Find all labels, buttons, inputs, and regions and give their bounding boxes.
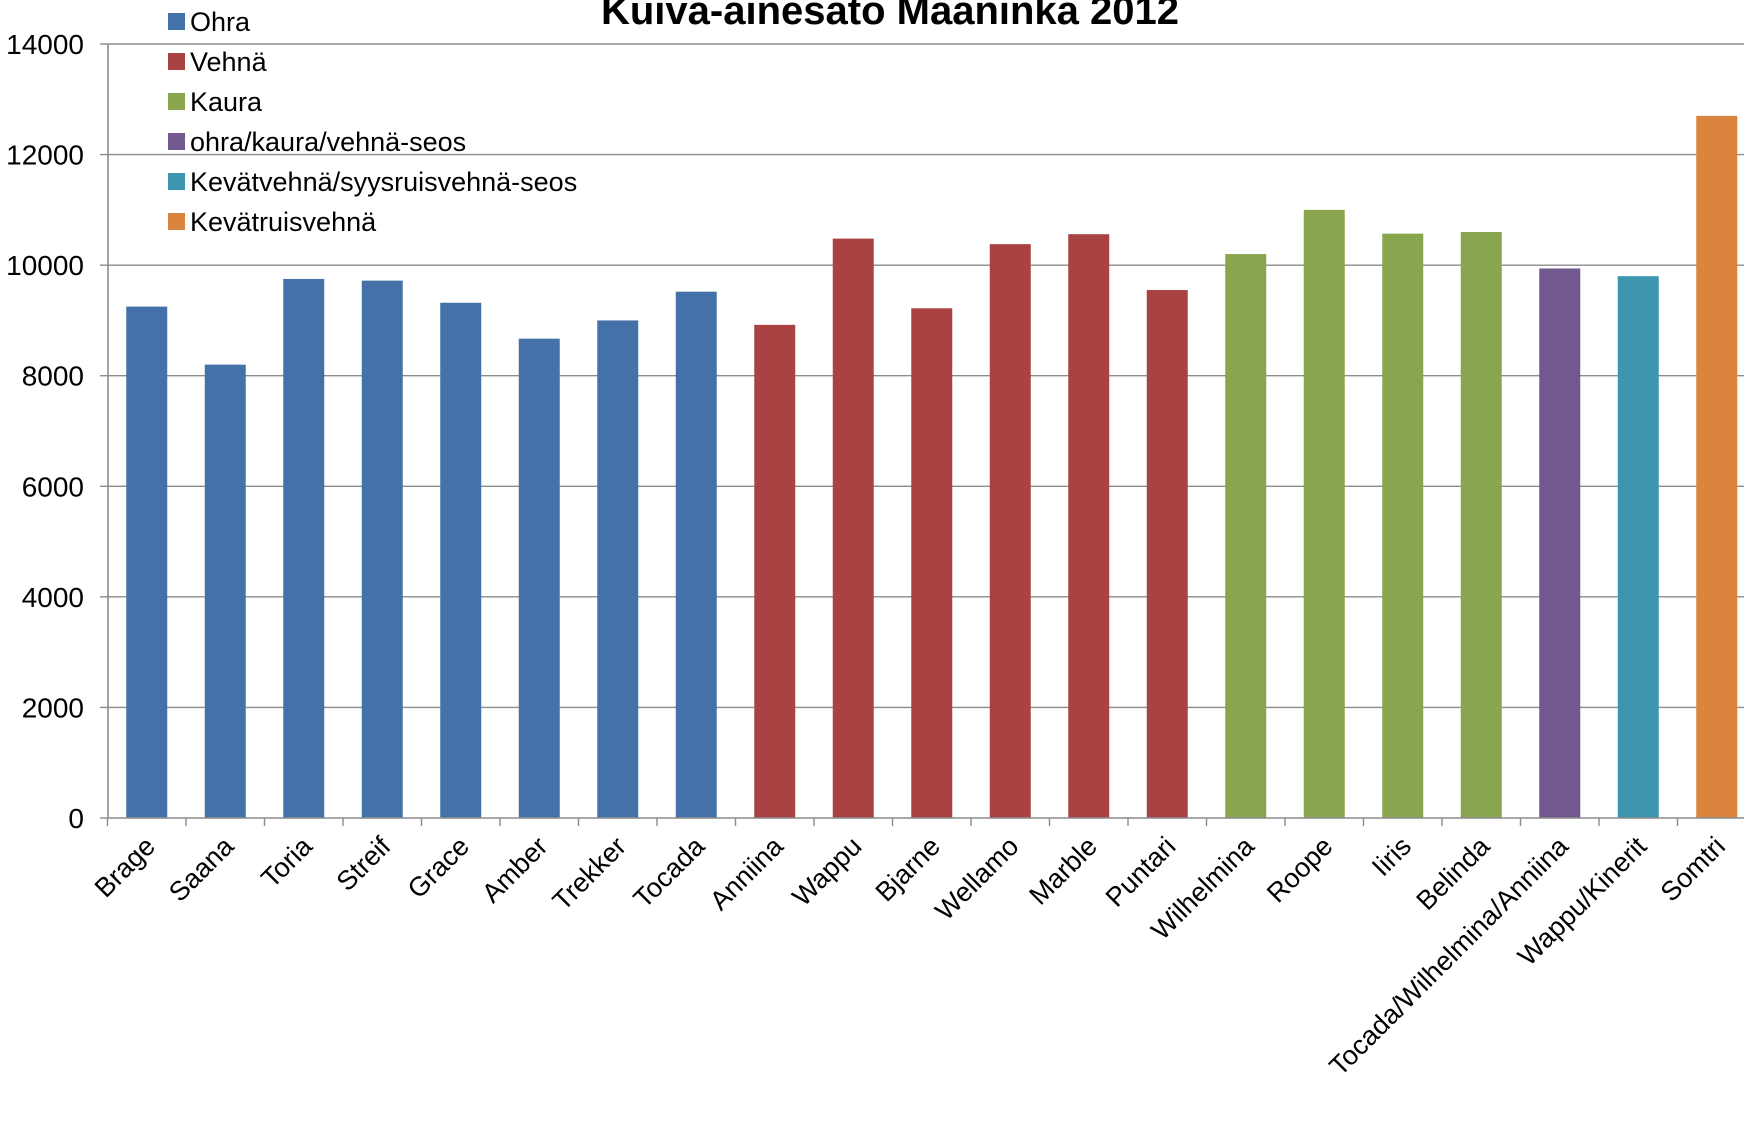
x-tick-label: Marble [1023, 831, 1103, 911]
legend-label: Vehnä [190, 47, 268, 77]
legend-label: Kevätvehnä/syysruisvehnä-seos [190, 167, 577, 197]
x-tick-label: Tocada [628, 830, 711, 913]
x-tick-label: Trekker [547, 831, 632, 916]
legend: Ohra Vehnä Kaura ohra/kaura/vehnä-seos Kevät… [168, 7, 577, 237]
x-tick-label: Roope [1261, 831, 1338, 908]
legend-swatch [168, 53, 185, 70]
y-tick-label: 6000 [22, 471, 84, 502]
legend-swatch [168, 13, 185, 30]
bar [1460, 231, 1502, 818]
y-tick-label: 14000 [6, 29, 84, 60]
bars [126, 115, 1738, 819]
axes [100, 43, 1744, 826]
bar [1696, 115, 1738, 818]
bar [911, 308, 953, 818]
bar [989, 244, 1031, 819]
x-tick-labels: Brage Saana Toria Streif Grace AmberTrekkerTo… [89, 830, 1731, 1081]
y-tick-label: 2000 [22, 692, 84, 723]
bar [440, 302, 482, 818]
bar [1225, 254, 1267, 819]
x-tick-label: Anniina [704, 830, 790, 916]
legend-swatch [168, 133, 185, 150]
y-tick-label: 0 [68, 803, 84, 834]
x-tick-label: Somtri [1655, 831, 1731, 907]
bar [1617, 276, 1659, 818]
legend-label: Ohra [190, 7, 251, 37]
chart-title: Kuiva-ainesato Maaninka 2012 [601, 0, 1179, 33]
legend-label: Kaura [190, 87, 263, 117]
x-tick-label: Iiris [1366, 831, 1417, 882]
y-tick-labels: 0 2000 4000 6000 8000 10000 12000 14000 [6, 29, 84, 834]
x-tick-label: Streif [331, 831, 397, 897]
y-tick-label: 12000 [6, 140, 84, 171]
x-tick-label: Brage [89, 831, 161, 903]
bar [1382, 233, 1424, 818]
bar [1303, 209, 1345, 818]
bar [1068, 234, 1110, 818]
legend-swatch [168, 213, 185, 230]
x-tick-label: Saana [163, 830, 240, 907]
x-tick-label: Wappu [786, 831, 867, 912]
bar [126, 306, 168, 818]
bar [204, 364, 246, 818]
bar [361, 280, 403, 818]
bar [754, 324, 796, 818]
x-tick-label: Toria [255, 830, 318, 893]
x-tick-label: Amber [476, 831, 553, 908]
bar [597, 320, 639, 818]
y-tick-label: 4000 [22, 582, 84, 613]
bar [832, 238, 874, 818]
y-tick-label: 8000 [22, 361, 84, 392]
bar [675, 291, 717, 818]
bar [283, 278, 325, 818]
bar [1539, 268, 1581, 819]
legend-swatch [168, 173, 185, 190]
bar [1146, 290, 1188, 818]
legend-label: Kevätruisvehnä [190, 207, 377, 237]
legend-label: ohra/kaura/vehnä-seos [190, 127, 466, 157]
x-tick-label: Bjarne [870, 831, 946, 907]
x-tick-label: Wellamo [929, 831, 1024, 926]
bar [518, 338, 560, 818]
x-tick-label: Grace [402, 831, 475, 904]
legend-swatch [168, 93, 185, 110]
y-tick-label: 10000 [6, 250, 84, 281]
